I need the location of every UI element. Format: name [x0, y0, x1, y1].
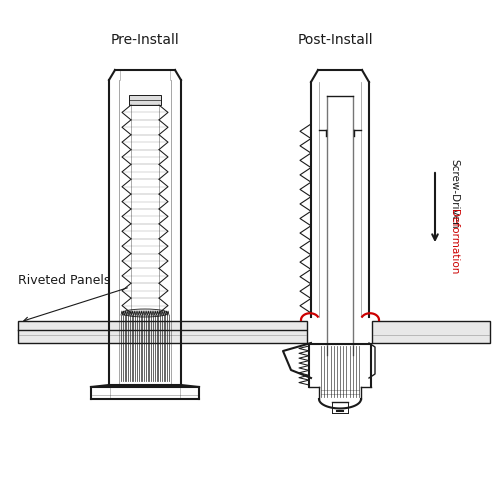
Bar — [129, 95, 161, 105]
Bar — [372, 321, 490, 343]
Ellipse shape — [122, 309, 168, 317]
Text: Post-Install: Post-Install — [297, 33, 373, 47]
Text: Deformation: Deformation — [449, 209, 459, 274]
Text: Riveted Panels: Riveted Panels — [18, 274, 110, 286]
Bar — [18, 321, 307, 343]
Text: Pre-Install: Pre-Install — [110, 33, 180, 47]
Text: Screw-Driven: Screw-Driven — [449, 158, 459, 228]
